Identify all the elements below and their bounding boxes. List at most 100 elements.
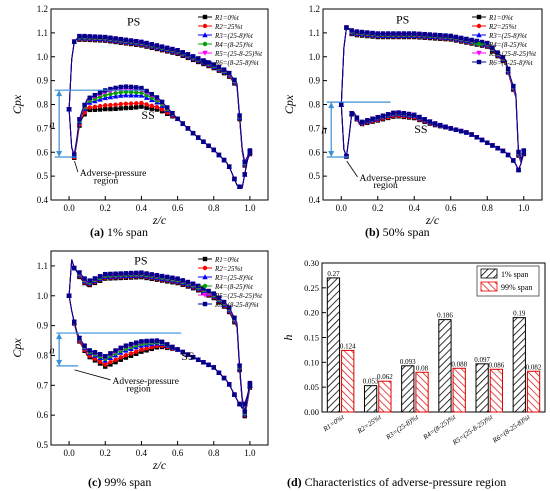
ss-line: [340, 104, 525, 172]
data-point: [144, 88, 149, 94]
data-point: [237, 363, 242, 368]
data-point: [92, 276, 98, 281]
data-point: [227, 382, 232, 387]
data-point: [154, 107, 160, 112]
legend-marker: [202, 23, 208, 29]
caption-d-letter: (d): [287, 475, 302, 489]
data-point: [118, 106, 123, 111]
data-point: [154, 272, 160, 278]
legend-label: 1% span: [501, 270, 528, 279]
legend-label: R3=(25-8)%t: [214, 274, 254, 282]
bar-value-label: 0.097: [474, 356, 490, 364]
data-point: [118, 36, 123, 42]
data-point: [154, 43, 160, 48]
legend-label: R5=(25-8-25)%t: [488, 50, 537, 58]
panel-c-chart: 0.0 0.2 0.4 0.6 0.8 1.0 0.5 0.6 0.7 0.8 0.9 1.0 1.1 z…: [10, 250, 269, 472]
data-point: [133, 92, 139, 98]
data-point: [511, 158, 516, 163]
data-point: [417, 31, 422, 37]
h-arrow-head-top: [56, 333, 63, 340]
data-point: [154, 338, 160, 343]
y-tick-label: 0.10: [304, 357, 319, 367]
data-point: [227, 70, 232, 76]
data-point: [165, 45, 170, 50]
data-point: [97, 96, 103, 102]
y-tick-label: 0.6: [309, 147, 321, 157]
x-tick-label: R3=(25-8)%t: [384, 412, 421, 441]
ss-label: SS: [181, 349, 194, 363]
data-point: [196, 56, 201, 61]
panel-b-chart: 0.0 0.2 0.4 0.6 0.8 1.0 0.4 0.5 0.6 0.7 0.8 0.9 1.0 1…: [282, 4, 543, 227]
data-point: [139, 39, 144, 45]
data-point: [159, 44, 165, 49]
data-point: [516, 149, 521, 155]
legend-marker: [202, 265, 208, 271]
legend-label: R4=(8-25)%t: [214, 41, 254, 49]
data-point: [113, 36, 118, 41]
data-point: [479, 39, 485, 45]
legend-label: 99% span: [501, 283, 532, 292]
data-point: [474, 38, 480, 44]
data-point: [469, 132, 474, 137]
data-point: [154, 95, 160, 100]
ps-label: PS: [127, 15, 140, 29]
data-point: [118, 90, 123, 95]
data-point: [221, 375, 227, 381]
data-point: [396, 31, 401, 36]
data-point: [128, 351, 134, 356]
data-point: [118, 345, 123, 351]
ss-line: [340, 104, 525, 172]
data-point: [242, 172, 247, 177]
data-point: [159, 339, 165, 344]
bar-99pct: [526, 370, 541, 413]
data-point: [87, 34, 92, 39]
data-point: [237, 184, 242, 189]
data-point: [170, 110, 175, 116]
adverse-pointer: [346, 160, 358, 178]
data-point: [123, 352, 129, 358]
y-tick-label: 0.9: [37, 321, 49, 331]
data-point: [139, 104, 144, 109]
data-point: [422, 31, 427, 37]
data-point: [165, 274, 170, 280]
data-point: [103, 362, 108, 367]
data-point: [77, 270, 82, 275]
data-point: [359, 29, 365, 35]
data-point: [232, 392, 237, 397]
ss-line: [340, 104, 525, 172]
data-point: [458, 35, 464, 41]
data-point: [144, 271, 149, 276]
x-tick-label: 0.4: [136, 203, 148, 213]
data-point: [479, 137, 485, 143]
data-point: [385, 112, 391, 117]
data-point: [144, 102, 149, 107]
data-point: [143, 95, 150, 100]
data-point: [123, 105, 129, 111]
data-point: [201, 286, 206, 291]
data-point: [103, 271, 108, 277]
legend-label: R1=0%t: [488, 14, 514, 22]
legend: 1% span 99% span: [476, 265, 540, 297]
data-point: [196, 135, 201, 140]
x-tick-label: 0.6: [172, 203, 184, 213]
data-point: [123, 89, 129, 95]
y-tick-label: 1.1: [37, 28, 48, 38]
data-point: [175, 47, 180, 53]
data-point: [82, 33, 87, 39]
ss-label: SS: [141, 108, 154, 122]
data-point: [180, 278, 185, 283]
bar-value-label: 0.19: [513, 310, 526, 318]
x-tick-label: R5=(25-8-25)%t: [450, 412, 495, 447]
data-point: [103, 106, 108, 112]
data-point: [108, 91, 113, 97]
h-arrow-head-bottom: [328, 151, 335, 158]
data-point: [149, 91, 154, 97]
caption-a-letter: (a): [90, 225, 104, 239]
adverse-label-line2: region: [126, 384, 151, 394]
data-point: [113, 359, 118, 365]
h-label: h: [321, 125, 327, 137]
data-point: [108, 351, 113, 356]
data-point: [118, 84, 123, 90]
data-point: [464, 130, 469, 135]
